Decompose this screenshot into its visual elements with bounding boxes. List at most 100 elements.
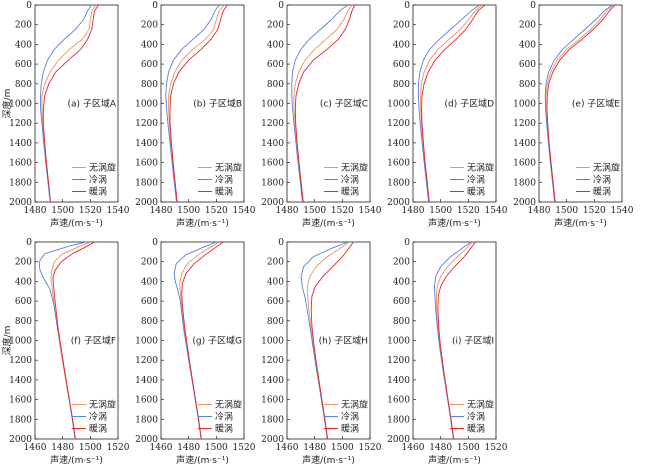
y-tick-label: 1400 xyxy=(387,376,410,386)
y-tick-label: 600 xyxy=(393,297,410,307)
y-axis-label: 深度/m xyxy=(1,326,13,356)
y-tick-label: 1400 xyxy=(513,139,536,149)
chart-panel-2: 0 200 400 600 800 1000 1200 1400 1600 1800 2000148… xyxy=(135,1,256,229)
legend-label: 无涡旋 xyxy=(467,162,494,174)
legend-label: 冷涡 xyxy=(89,174,107,186)
y-tick-label: 1800 xyxy=(387,415,410,425)
series-line-warm-eddy xyxy=(181,241,224,440)
y-tick-label: 0 xyxy=(404,238,410,248)
y-tick-label: 600 xyxy=(15,297,32,307)
panel-title: (f) 子区域F xyxy=(71,335,116,347)
legend-label: 暖涡 xyxy=(467,186,485,198)
x-tick-label: 1460 xyxy=(24,443,47,453)
y-axis-label: 深度/m xyxy=(1,89,13,119)
y-tick-label: 1600 xyxy=(9,396,32,406)
y-tick-label: 600 xyxy=(267,60,284,70)
y-tick-label: 0 xyxy=(26,1,32,11)
series-line-warm-eddy xyxy=(310,241,354,440)
legend-label: 冷涡 xyxy=(89,411,107,423)
y-tick-label: 1800 xyxy=(9,178,32,188)
y-tick-label: 2000 xyxy=(135,198,158,208)
x-tick-label: 1540 xyxy=(233,206,256,216)
y-tick-label: 1400 xyxy=(9,376,32,386)
y-tick-label: 1000 xyxy=(9,100,32,110)
y-tick-label: 1200 xyxy=(387,119,410,129)
y-tick-label: 400 xyxy=(141,40,158,50)
x-tick-label: 1480 xyxy=(303,443,326,453)
x-tick-label: 1480 xyxy=(528,206,551,216)
x-tick-label: 1500 xyxy=(51,206,74,216)
y-tick-label: 0 xyxy=(152,1,158,11)
y-tick-label: 200 xyxy=(15,21,32,31)
x-tick-label: 1500 xyxy=(79,443,102,453)
y-tick-label: 800 xyxy=(393,80,410,90)
x-tick-label: 1520 xyxy=(107,443,130,453)
legend-label: 冷涡 xyxy=(215,411,233,423)
legend-label: 暖涡 xyxy=(215,186,233,198)
y-tick-label: 1200 xyxy=(513,119,536,129)
y-tick-label: 1800 xyxy=(135,178,158,188)
x-tick-label: 1540 xyxy=(359,206,382,216)
chart-panel-6: 0 200 400 600 800 1000 1200 1400 1600 1800 2000146… xyxy=(1,238,130,465)
y-tick-label: 400 xyxy=(393,40,410,50)
series-line-no-eddy xyxy=(168,4,225,203)
y-tick-label: 1600 xyxy=(261,159,284,169)
y-tick-label: 0 xyxy=(278,238,284,248)
y-tick-label: 1400 xyxy=(9,139,32,149)
y-tick-label: 1000 xyxy=(387,100,410,110)
y-tick-label: 1400 xyxy=(261,139,284,149)
y-tick-label: 1400 xyxy=(261,376,284,386)
y-tick-label: 800 xyxy=(267,80,284,90)
y-tick-label: 1600 xyxy=(387,159,410,169)
x-tick-label: 1540 xyxy=(485,206,508,216)
series-line-warm-eddy xyxy=(437,241,476,440)
legend-label: 冷涡 xyxy=(341,174,359,186)
x-tick-label: 1520 xyxy=(583,206,606,216)
legend-label: 冷涡 xyxy=(467,411,485,423)
y-tick-label: 1200 xyxy=(9,119,32,129)
y-tick-label: 600 xyxy=(519,60,536,70)
x-axis-label: 声速/(m·s⁻¹) xyxy=(50,454,103,465)
legend-label: 冷涡 xyxy=(341,411,359,423)
y-tick-label: 600 xyxy=(15,60,32,70)
x-axis-label: 声速/(m·s⁻¹) xyxy=(176,454,229,465)
chart-panel-1: 0 200 400 600 800 1000 1200 1400 1600 1800 2000148… xyxy=(1,1,130,229)
y-tick-label: 1200 xyxy=(387,356,410,366)
y-tick-label: 400 xyxy=(15,277,32,287)
y-tick-label: 1000 xyxy=(135,337,158,347)
legend-label: 暖涡 xyxy=(215,423,233,435)
x-axis-label: 声速/(m·s⁻¹) xyxy=(428,217,481,229)
legend-label: 无涡旋 xyxy=(467,399,494,411)
y-tick-label: 0 xyxy=(152,238,158,248)
series-line-warm-eddy xyxy=(42,4,99,203)
series-line-warm-eddy xyxy=(546,4,616,203)
y-tick-label: 1800 xyxy=(261,178,284,188)
y-tick-label: 200 xyxy=(15,258,32,268)
panel-title: (b) 子区域B xyxy=(193,98,242,110)
y-tick-label: 400 xyxy=(141,277,158,287)
panel-title: (g) 子区域G xyxy=(192,335,242,347)
legend-label: 无涡旋 xyxy=(89,399,116,411)
legend-label: 暖涡 xyxy=(341,423,359,435)
chart-panel-3: 0 200 400 600 800 1000 1200 1400 1600 1800 2000148… xyxy=(261,1,382,229)
x-tick-label: 1500 xyxy=(177,206,200,216)
y-tick-label: 400 xyxy=(267,40,284,50)
x-tick-label: 1460 xyxy=(150,443,173,453)
x-tick-label: 1480 xyxy=(51,443,74,453)
y-tick-label: 200 xyxy=(393,21,410,31)
legend-label: 冷涡 xyxy=(467,174,485,186)
x-tick-label: 1480 xyxy=(276,206,299,216)
x-axis-label: 声速/(m·s⁻¹) xyxy=(428,454,481,465)
legend-label: 无涡旋 xyxy=(341,399,368,411)
y-tick-label: 2000 xyxy=(9,198,32,208)
y-tick-label: 2000 xyxy=(9,435,32,445)
panel-title: (h) 子区域H xyxy=(319,335,368,347)
y-tick-label: 1400 xyxy=(387,139,410,149)
x-tick-label: 1500 xyxy=(331,443,354,453)
y-tick-label: 800 xyxy=(15,317,32,327)
y-tick-label: 1800 xyxy=(9,415,32,425)
series-line-cold-eddy xyxy=(40,4,93,203)
legend-label: 暖涡 xyxy=(89,423,107,435)
x-tick-label: 1500 xyxy=(429,206,452,216)
series-line-warm-eddy xyxy=(52,241,95,440)
